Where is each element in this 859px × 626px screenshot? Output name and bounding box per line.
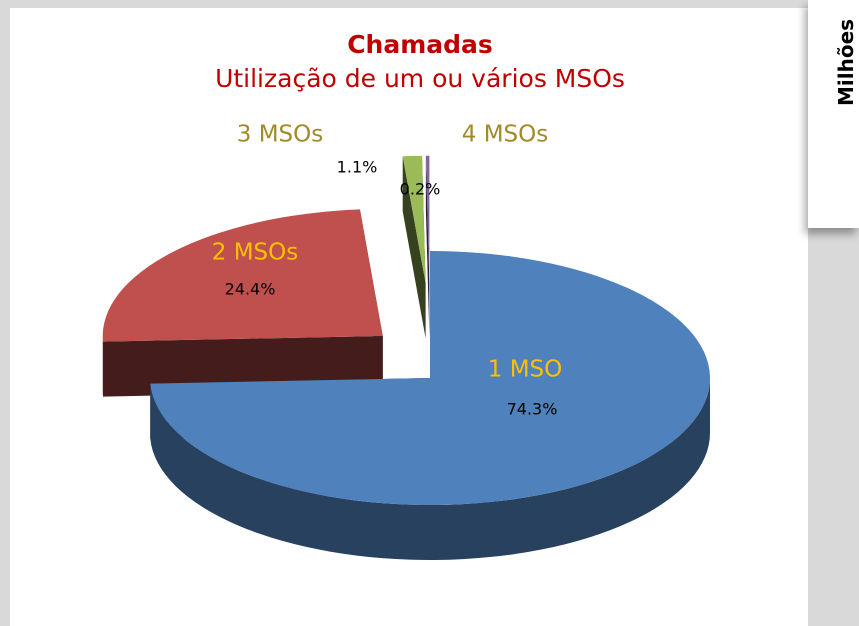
- slice-side: [402, 156, 426, 338]
- value-label: 0.2%: [400, 180, 441, 199]
- slice-top: [425, 155, 430, 283]
- slice: [425, 155, 430, 338]
- chart-subtitle: Utilização de um ou vários MSOs: [215, 64, 625, 93]
- slice-top: [150, 251, 711, 505]
- slice-side: [425, 155, 430, 338]
- category-label: 1 MSO: [488, 357, 563, 383]
- slice: [150, 251, 711, 561]
- category-label: 4 MSOs: [462, 122, 548, 148]
- value-label: 24.4%: [225, 280, 276, 299]
- side-panel: Milhões: [808, 0, 859, 228]
- slice-top: [102, 209, 383, 342]
- value-label: 74.3%: [507, 400, 558, 419]
- value-label: 1.1%: [337, 158, 378, 177]
- chart-title: Chamadas: [347, 30, 493, 59]
- slice-top: [402, 155, 426, 283]
- chart: Chamadas Utilização de um ou vários MSOs…: [102, 30, 711, 561]
- slice-wall: [150, 378, 711, 561]
- axis-label: Milhões: [834, 18, 858, 106]
- category-label: 3 MSOs: [237, 122, 323, 148]
- category-label: 2 MSOs: [212, 240, 298, 266]
- slice: [102, 209, 383, 397]
- slice: [402, 155, 426, 338]
